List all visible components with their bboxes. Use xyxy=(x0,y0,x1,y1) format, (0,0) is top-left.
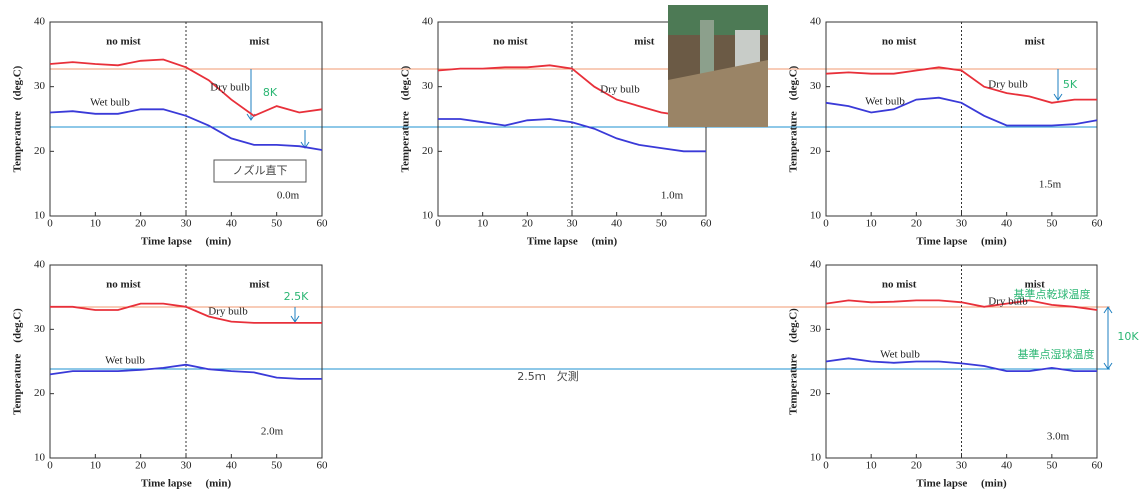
figure: 010203040506010203040Time lapse (min)Tem… xyxy=(0,0,1147,498)
region-label: mist xyxy=(249,36,270,48)
y-tick-label: 40 xyxy=(810,259,822,271)
x-tick-label: 40 xyxy=(1001,218,1013,230)
x-axis-label: Time lapse (min) xyxy=(141,236,232,248)
x-tick-label: 50 xyxy=(271,460,283,472)
series-label: Wet bulb xyxy=(105,355,145,367)
y-tick-label: 20 xyxy=(34,145,46,157)
region-label: no mist xyxy=(882,279,917,291)
x-tick-label: 50 xyxy=(1046,218,1058,230)
series-label: Dry bulb xyxy=(988,79,1028,91)
x-axis-label: Time lapse (min) xyxy=(141,478,232,490)
region-label: no mist xyxy=(106,36,141,48)
region-label: mist xyxy=(249,279,270,291)
y-tick-label: 30 xyxy=(810,80,822,92)
y-tick-label: 10 xyxy=(810,210,822,222)
x-tick-label: 50 xyxy=(656,218,668,230)
x-tick-label: 0 xyxy=(47,460,53,472)
photo xyxy=(668,5,768,127)
x-tick-label: 10 xyxy=(866,218,878,230)
region-label: mist xyxy=(1025,36,1046,48)
annotation: ノズル直下 xyxy=(233,163,288,177)
annotation: 5K xyxy=(1063,78,1078,91)
x-axis-label: Time lapse (min) xyxy=(527,236,618,248)
x-tick-label: 30 xyxy=(181,460,193,472)
x-tick-label: 40 xyxy=(226,460,238,472)
x-tick-label: 20 xyxy=(911,218,923,230)
x-tick-label: 0 xyxy=(435,218,441,230)
y-tick-label: 40 xyxy=(422,16,434,28)
y-tick-label: 10 xyxy=(810,452,822,464)
position-label: 1.0m xyxy=(661,190,684,202)
x-tick-label: 40 xyxy=(226,218,238,230)
series-label: Dry bulb xyxy=(208,306,248,318)
series-label: Wet bulb xyxy=(865,96,905,108)
x-tick-label: 30 xyxy=(956,218,968,230)
x-axis-label: Time lapse (min) xyxy=(916,478,1007,490)
x-tick-label: 20 xyxy=(911,460,923,472)
annotation: 基準点湿球温度 xyxy=(1018,347,1095,361)
annotation: 2.5K xyxy=(284,290,309,303)
y-tick-label: 30 xyxy=(34,80,46,92)
region-label: mist xyxy=(634,36,655,48)
position-label: 2.0m xyxy=(261,426,284,438)
x-tick-label: 30 xyxy=(567,218,579,230)
x-tick-label: 60 xyxy=(317,218,329,230)
x-tick-label: 20 xyxy=(135,218,147,230)
x-tick-label: 40 xyxy=(611,218,623,230)
position-label: 1.5m xyxy=(1039,179,1062,191)
x-tick-label: 50 xyxy=(271,218,283,230)
series-label: Wet bulb xyxy=(880,349,920,361)
position-label: 3.0m xyxy=(1047,431,1070,443)
series-label: Dry bulb xyxy=(600,84,640,96)
annotation: 10K xyxy=(1117,330,1139,343)
annotation: 8K xyxy=(263,86,278,99)
y-tick-label: 30 xyxy=(422,80,434,92)
y-tick-label: 10 xyxy=(422,210,434,222)
y-tick-label: 40 xyxy=(34,259,46,271)
region-label: no mist xyxy=(882,36,917,48)
y-axis-label: Temperature (deg.C) xyxy=(788,308,800,415)
y-axis-label: Temperature (deg.C) xyxy=(400,65,412,172)
region-label: no mist xyxy=(106,279,141,291)
y-tick-label: 30 xyxy=(810,323,822,335)
x-tick-label: 30 xyxy=(956,460,968,472)
y-tick-label: 20 xyxy=(810,387,822,399)
y-axis-label: Temperature (deg.C) xyxy=(12,308,24,415)
region-label: no mist xyxy=(493,36,528,48)
x-tick-label: 10 xyxy=(90,460,102,472)
y-tick-label: 20 xyxy=(810,145,822,157)
series-label: Wet bulb xyxy=(90,97,130,109)
x-tick-label: 10 xyxy=(866,460,878,472)
y-axis-label: Temperature (deg.C) xyxy=(788,65,800,172)
x-axis-label: Time lapse (min) xyxy=(916,236,1007,248)
annotation: 2.5ｍ 欠測 xyxy=(517,369,579,383)
x-tick-label: 60 xyxy=(701,218,713,230)
x-tick-label: 0 xyxy=(47,218,53,230)
x-tick-label: 60 xyxy=(1092,218,1104,230)
y-tick-label: 20 xyxy=(34,387,46,399)
y-tick-label: 30 xyxy=(34,323,46,335)
x-tick-label: 0 xyxy=(823,218,829,230)
x-tick-label: 50 xyxy=(1046,460,1058,472)
x-tick-label: 60 xyxy=(1092,460,1104,472)
position-label: 0.0m xyxy=(277,190,300,202)
y-tick-label: 10 xyxy=(34,210,46,222)
y-axis-label: Temperature (deg.C) xyxy=(12,65,24,172)
x-tick-label: 0 xyxy=(823,460,829,472)
y-tick-label: 10 xyxy=(34,452,46,464)
x-tick-label: 20 xyxy=(522,218,534,230)
x-tick-label: 60 xyxy=(317,460,329,472)
series-label: Dry bulb xyxy=(210,82,250,94)
y-tick-label: 40 xyxy=(34,16,46,28)
x-tick-label: 40 xyxy=(1001,460,1013,472)
x-tick-label: 10 xyxy=(477,218,489,230)
x-tick-label: 30 xyxy=(181,218,193,230)
annotation: 基準点乾球温度 xyxy=(1014,287,1091,301)
y-tick-label: 40 xyxy=(810,16,822,28)
x-tick-label: 20 xyxy=(135,460,147,472)
y-tick-label: 20 xyxy=(422,145,434,157)
x-tick-label: 10 xyxy=(90,218,102,230)
